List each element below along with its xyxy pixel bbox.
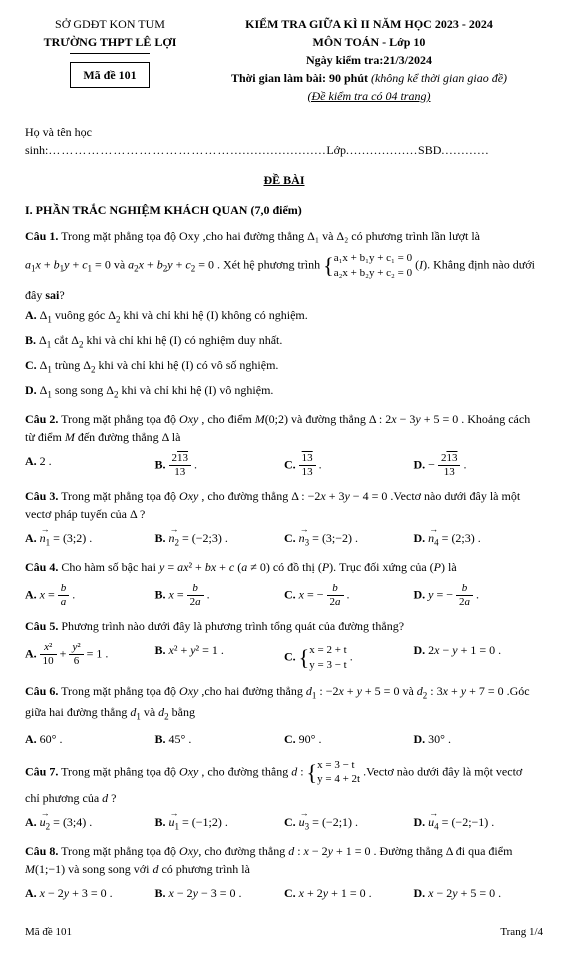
q1-optA: A. Δ1 vuông góc Δ2 khi và chỉ khi hệ (I)… bbox=[25, 304, 543, 329]
q4-text: Cho hàm số bậc hai y = ax² + bx + c (a ≠… bbox=[61, 560, 456, 574]
q7-prefix: Câu 7. bbox=[25, 764, 58, 778]
q5-optD: D. 2x − y + 1 = 0 . bbox=[414, 639, 544, 676]
hoten-dots: ……………………………………........................ bbox=[48, 143, 326, 157]
q4-optB: B. x = b2a . bbox=[155, 580, 285, 611]
q5-sysC2: y = 3 − t bbox=[309, 658, 346, 672]
q8-text: Trong mặt phẳng tọa độ Oxy, cho đường th… bbox=[25, 844, 512, 876]
footer: Mã đề 101 Trang 1/4 bbox=[25, 924, 543, 941]
lop-label: Lớp bbox=[326, 143, 346, 157]
q1-text2: đây sai? bbox=[25, 286, 543, 304]
q5-optC: C. {x = 2 + ty = 3 − t . bbox=[284, 639, 414, 676]
debai-title: ĐỀ BÀI bbox=[25, 171, 543, 189]
question-5: Câu 5. Phương trình nào dưới đây là phươ… bbox=[25, 617, 543, 676]
sbd-label: SBD bbox=[418, 143, 441, 157]
footer-left: Mã đề 101 bbox=[25, 924, 72, 941]
q2-optB: B. 21313 . bbox=[155, 450, 285, 481]
q3-optC: C. n3 = (3;−2) . bbox=[284, 527, 414, 552]
header: SỞ GDĐT KON TUM TRƯỜNG THPT LÊ LỢI Mã đề… bbox=[25, 15, 543, 105]
q7-text1: Trong mặt phẳng tọa độ Oxy , cho đường t… bbox=[61, 764, 306, 778]
ngay: Ngày kiểm tra:21/3/2024 bbox=[195, 51, 543, 69]
question-7: Câu 7. Trong mặt phẳng tọa độ Oxy , cho … bbox=[25, 756, 543, 836]
q6-optC: C. 90° . bbox=[284, 728, 414, 750]
q4-optD: D. y = − b2a . bbox=[414, 580, 544, 611]
footer-right: Trang 1/4 bbox=[500, 924, 543, 941]
q1-eq: a1x + b1y + c1 = 0 và a2x + b2y + c2 = 0… bbox=[25, 249, 543, 282]
q1-text1: Trong mặt phẳng tọa độ Oxy ,cho hai đườn… bbox=[58, 229, 480, 243]
q2-optC: C. 1313 . bbox=[284, 450, 414, 481]
student-info: Họ và tên học sinh:…………………………………….......… bbox=[25, 123, 543, 159]
so-gddt: SỞ GDĐT KON TUM bbox=[25, 15, 195, 33]
q5-optB: B. x² + y² = 1 . bbox=[155, 639, 285, 676]
q2-optA: A. 2 . bbox=[25, 450, 155, 481]
q1-sys2: a₂x + b₂y + c₂ = 0 bbox=[334, 266, 412, 280]
q7-optD: D. u4 = (−2;−1) . bbox=[414, 811, 544, 836]
q8-prefix: Câu 8. bbox=[25, 844, 58, 858]
thoigian: Thời gian làm bài: 90 phút (không kể thờ… bbox=[195, 69, 543, 87]
question-6: Câu 6. Trong mặt phẳng tọa độ Oxy ,cho h… bbox=[25, 682, 543, 750]
q1-sys1: a₁x + b₁y + c₁ = 0 bbox=[334, 251, 412, 265]
question-3: Câu 3. Trong mặt phẳng tọa độ Oxy , cho … bbox=[25, 487, 543, 552]
section1-title: I. PHẦN TRẮC NGHIỆM KHÁCH QUAN (7,0 điểm… bbox=[25, 201, 543, 219]
q4-optA: A. x = ba . bbox=[25, 580, 155, 611]
q3-optD: D. n4 = (2;3) . bbox=[414, 527, 544, 552]
q7-optC: C. u3 = (−2;1) . bbox=[284, 811, 414, 836]
q1-optD: D. Δ1 song song Δ2 khi và chỉ khi hệ (I)… bbox=[25, 379, 543, 404]
q5-optA: A. x²10 + y²6 = 1 . bbox=[25, 639, 155, 676]
made-box: Mã đề 101 bbox=[70, 62, 149, 88]
q6-text: Trong mặt phẳng tọa độ Oxy ,cho hai đườn… bbox=[25, 684, 530, 719]
q5-prefix: Câu 5. bbox=[25, 619, 58, 633]
q3-text: Trong mặt phẳng tọa độ Oxy , cho đường t… bbox=[25, 489, 520, 521]
hr bbox=[70, 53, 150, 54]
lop-dots: .................. bbox=[346, 143, 418, 157]
q5-text: Phương trình nào dưới đây là phương trìn… bbox=[61, 619, 404, 633]
q2-text: Trong mặt phẳng tọa độ Oxy , cho điểm M(… bbox=[25, 412, 530, 444]
debai-text: ĐỀ BÀI bbox=[263, 173, 304, 187]
q7-sys1: x = 3 − t bbox=[317, 758, 360, 772]
q1-prefix: Câu 1. bbox=[25, 229, 58, 243]
q3-optB: B. n2 = (−2;3) . bbox=[155, 527, 285, 552]
q8-optA: A. x − 2y + 3 = 0 . bbox=[25, 882, 155, 904]
trang-note: (Đề kiểm tra có 04 trang) bbox=[195, 87, 543, 105]
q2-optD: D. − 21313 . bbox=[414, 450, 544, 481]
q3-optA: A. n1 = (3;2) . bbox=[25, 527, 155, 552]
q7-text3: chỉ phương của d ? bbox=[25, 789, 543, 807]
mon: MÔN TOÁN - Lớp 10 bbox=[195, 33, 543, 51]
q2-prefix: Câu 2. bbox=[25, 412, 58, 426]
sbd-dots: ............ bbox=[441, 143, 489, 157]
q7-text2: .Vectơ nào dưới đây là một vectơ bbox=[363, 764, 522, 778]
q6-optA: A. 60° . bbox=[25, 728, 155, 750]
question-1: Câu 1. Trong mặt phẳng tọa độ Oxy ,cho h… bbox=[25, 227, 543, 404]
kiemtra-title: KIỂM TRA GIỮA KÌ II NĂM HỌC 2023 - 2024 bbox=[195, 15, 543, 33]
q6-prefix: Câu 6. bbox=[25, 684, 58, 698]
q4-optC: C. x = − b2a . bbox=[284, 580, 414, 611]
q5-sysC1: x = 2 + t bbox=[309, 643, 346, 657]
q7-sys2: y = 4 + 2t bbox=[317, 772, 360, 786]
question-8: Câu 8. Trong mặt phẳng tọa độ Oxy, cho đ… bbox=[25, 842, 543, 904]
q7-optB: B. u1 = (−1;2) . bbox=[155, 811, 285, 836]
q1-optB: B. Δ1 cắt Δ2 khi và chỉ khi hệ (I) có ng… bbox=[25, 329, 543, 354]
question-2: Câu 2. Trong mặt phẳng tọa độ Oxy , cho … bbox=[25, 410, 543, 481]
q6-optD: D. 30° . bbox=[414, 728, 544, 750]
q4-prefix: Câu 4. bbox=[25, 560, 58, 574]
q8-optB: B. x − 2y − 3 = 0 . bbox=[155, 882, 285, 904]
q6-optB: B. 45° . bbox=[155, 728, 285, 750]
header-right: KIỂM TRA GIỮA KÌ II NĂM HỌC 2023 - 2024 … bbox=[195, 15, 543, 105]
q8-optC: C. x + 2y + 1 = 0 . bbox=[284, 882, 414, 904]
q7-optA: A. u2 = (3;4) . bbox=[25, 811, 155, 836]
q1-optC: C. Δ1 trùng Δ2 khi và chỉ khi hệ (I) có … bbox=[25, 354, 543, 379]
q3-prefix: Câu 3. bbox=[25, 489, 58, 503]
header-left: SỞ GDĐT KON TUM TRƯỜNG THPT LÊ LỢI Mã đề… bbox=[25, 15, 195, 105]
truong: TRƯỜNG THPT LÊ LỢI bbox=[25, 33, 195, 51]
q8-optD: D. x − 2y + 5 = 0 . bbox=[414, 882, 544, 904]
question-4: Câu 4. Cho hàm số bậc hai y = ax² + bx +… bbox=[25, 558, 543, 611]
